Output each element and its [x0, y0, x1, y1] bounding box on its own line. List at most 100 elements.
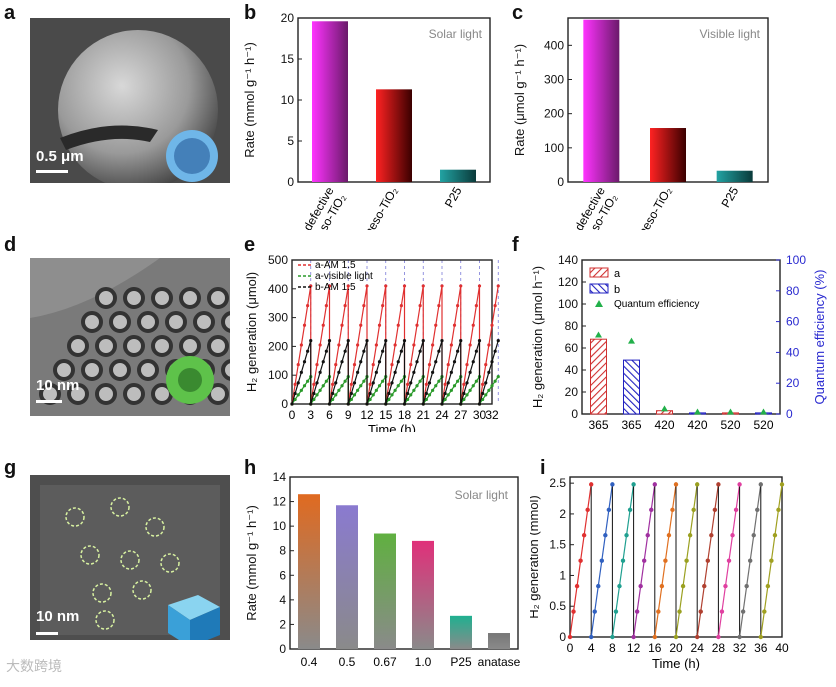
legend-label-e-0: a-AM 1.5	[315, 260, 356, 271]
pore	[39, 383, 61, 405]
y-tick-label-f: 0	[571, 407, 578, 421]
tem-image-d	[30, 258, 230, 416]
point-i-5	[684, 558, 689, 563]
panel-label-g: g	[4, 457, 17, 479]
plot-frame-e	[291, 259, 493, 405]
point-i-5	[687, 533, 693, 538]
qe-point-f-4	[727, 408, 734, 415]
pore	[179, 335, 201, 357]
y-tick-label-h: 8	[279, 544, 286, 558]
x-tick-label-h-2: 0.67	[373, 655, 397, 669]
point-e-0	[402, 284, 407, 288]
point-i-9	[765, 583, 771, 589]
scale-label-d: 10 nm	[36, 377, 80, 394]
point-i-3	[642, 558, 647, 563]
x-tick-label-i: 24	[691, 641, 705, 655]
point-e-0	[477, 284, 482, 288]
point-i-0	[589, 482, 594, 487]
y-tick-label-h: 0	[279, 642, 286, 656]
y-tick-label-h: 14	[273, 470, 287, 484]
point-i-0	[567, 634, 573, 640]
pore	[109, 311, 131, 333]
panel-f: f 0 20 40 60 80 100 120 140 0 20 40 60 80 100 H₂ gener…	[510, 232, 836, 447]
tem-cubic-lattice	[30, 475, 230, 640]
pore	[193, 311, 215, 333]
x-tick-label-h-1: 0.5	[339, 655, 356, 669]
x-tick-label-f-3: 420	[687, 418, 707, 432]
chart-annotation-b: Solar light	[429, 27, 483, 41]
point-i-4	[666, 533, 672, 538]
pore	[95, 287, 117, 309]
y-tick-label-c: 400	[544, 38, 564, 52]
x-tick-label-e: 27	[454, 408, 468, 422]
watermark: 大数跨境	[6, 659, 62, 675]
y-tick-label-f2: 40	[786, 345, 800, 359]
y-tick-label-h: 10	[273, 519, 287, 533]
y-tick-label-c: 0	[557, 175, 564, 189]
scale-label-g: 10 nm	[36, 608, 80, 625]
pore	[95, 335, 117, 357]
tem-image-g	[30, 475, 230, 640]
point-e-0	[421, 284, 425, 288]
pore	[123, 335, 145, 357]
pore	[95, 383, 117, 405]
scale-bar-g	[36, 632, 58, 635]
chart-annotation-c: Visible light	[700, 27, 761, 41]
y-tick-label-c: 300	[544, 73, 564, 87]
point-i-4	[656, 609, 661, 614]
panel-label-h: h	[244, 457, 257, 479]
panel-c: c 0 100 200 300 400 Rate (μmol g⁻¹ h⁻¹) Visibl…	[510, 0, 810, 248]
y-axis-label-e: H₂ generation (μmol)	[244, 272, 259, 392]
chart-c: 0 100 200 300 400 Rate (μmol g⁻¹ h⁻¹) Visible …	[512, 17, 769, 248]
pore-marker	[120, 550, 140, 570]
legend-label-f-0: a	[614, 268, 621, 280]
point-i-4	[659, 583, 665, 589]
panel-label-d: d	[4, 234, 17, 256]
chart-annotation-h: Solar light	[455, 488, 509, 502]
point-i-4	[663, 558, 668, 563]
pore	[207, 287, 229, 309]
y-tick-label-h: 6	[279, 568, 286, 582]
scale-bar-d	[36, 400, 62, 403]
x-tick-label-b-2: P25	[442, 184, 465, 210]
pore	[67, 335, 89, 357]
cube-model-icon	[168, 595, 220, 640]
scale-bar-a	[36, 170, 68, 173]
point-i-3	[631, 634, 636, 640]
point-i-6	[695, 634, 700, 640]
x-axis-label-e: Time (h)	[368, 422, 416, 432]
y-tick-label-e: 500	[268, 253, 288, 267]
panel-label-c: c	[512, 2, 524, 24]
point-e-0	[459, 284, 463, 288]
point-i-3	[638, 583, 643, 589]
point-i-7	[726, 558, 732, 563]
point-i-1	[603, 533, 608, 538]
point-i-6	[705, 558, 710, 563]
panel-a: a 0.5 μm	[0, 0, 240, 200]
pore	[109, 359, 131, 381]
bar-b-2	[440, 169, 476, 182]
x-tick-label-e: 32	[485, 408, 499, 422]
bar-h-2	[374, 533, 396, 649]
y-tick-label-i: 2.5	[549, 476, 566, 490]
y-tick-label-h: 2	[279, 617, 286, 631]
point-i-5	[677, 609, 682, 614]
pore	[67, 383, 89, 405]
point-i-2	[610, 634, 615, 640]
x-tick-label-e: 0	[289, 408, 296, 422]
point-i-0	[571, 609, 576, 614]
point-i-1	[592, 609, 597, 614]
point-i-6	[709, 533, 714, 538]
x-tick-label-e: 24	[435, 408, 449, 422]
point-i-8	[758, 482, 763, 487]
y-tick-label-f: 60	[565, 341, 579, 355]
point-i-7	[737, 482, 742, 487]
x-tick-label-c-1: meso-TiO₂	[634, 184, 675, 230]
panel-label-a: a	[4, 2, 16, 24]
pore	[137, 359, 159, 381]
y-tick-label-b: 10	[281, 93, 295, 107]
point-i-7	[716, 634, 721, 640]
point-e-0	[384, 284, 388, 288]
